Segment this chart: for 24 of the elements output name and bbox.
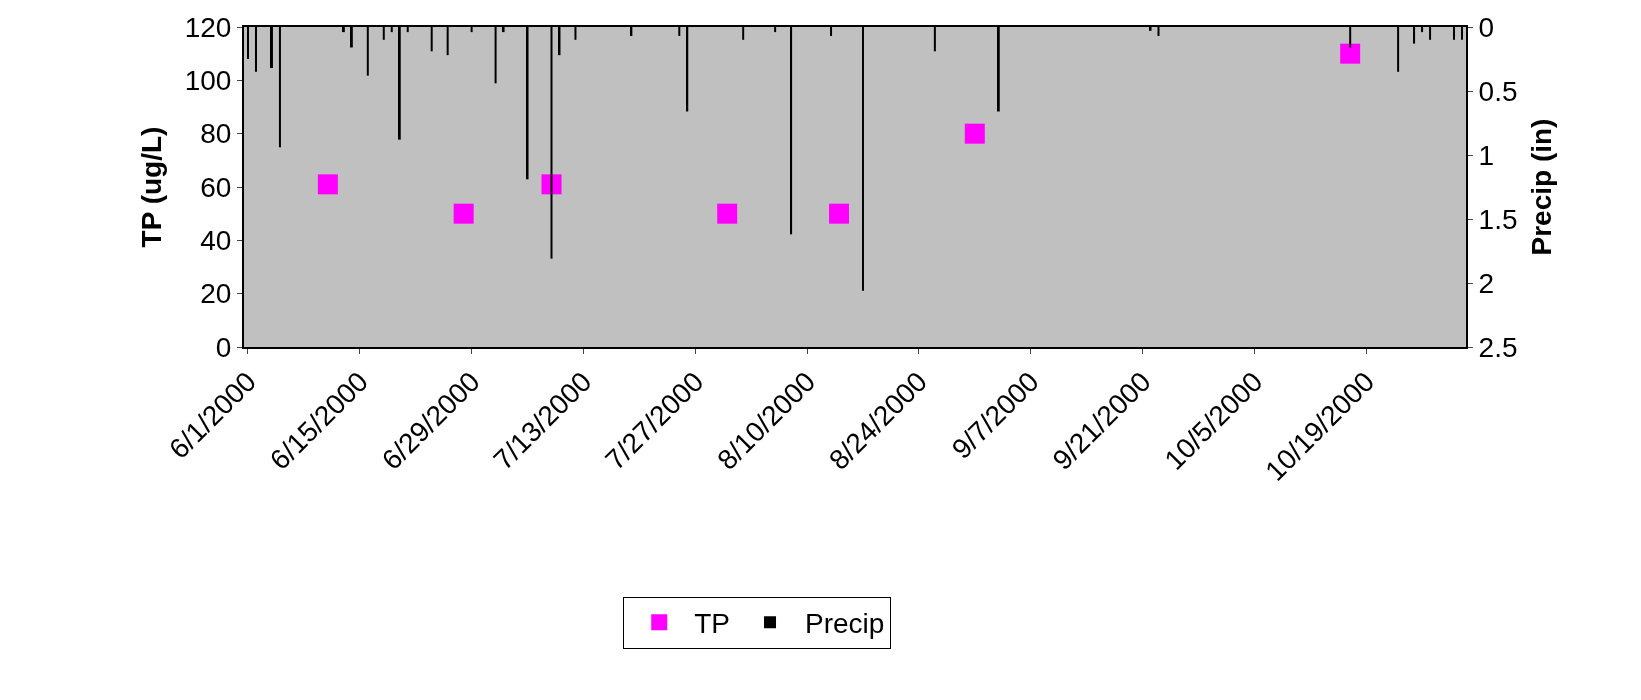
y-tick-label: 20 — [200, 278, 232, 310]
y-tick-label: 80 — [200, 118, 232, 150]
y-tick-label: 100 — [184, 65, 232, 97]
y2-tick-label: 2.5 — [1478, 331, 1518, 363]
point — [717, 203, 738, 224]
y2-tick-label: 0.5 — [1478, 75, 1518, 107]
point — [829, 203, 850, 224]
y-tick-label: 120 — [184, 11, 232, 43]
y-tick-label: 0 — [215, 331, 232, 363]
point — [317, 174, 338, 195]
y-axis-title: TP (ug/L) — [135, 126, 167, 248]
y2-tick-label: 1 — [1478, 139, 1495, 171]
y2-tick-label: 0 — [1478, 11, 1495, 43]
point — [453, 203, 474, 224]
legend-label: TP — [694, 608, 731, 640]
y2-axis-title: Precip (in) — [1526, 118, 1558, 256]
point — [964, 123, 985, 144]
y2-tick-label: 1.5 — [1478, 203, 1518, 235]
y2-tick-label: 2 — [1478, 267, 1495, 299]
legend-label: Precip — [805, 608, 885, 640]
y-tick-label: 40 — [200, 225, 232, 257]
y-tick-label: 60 — [200, 171, 232, 203]
point — [1340, 43, 1361, 64]
point — [541, 174, 562, 195]
